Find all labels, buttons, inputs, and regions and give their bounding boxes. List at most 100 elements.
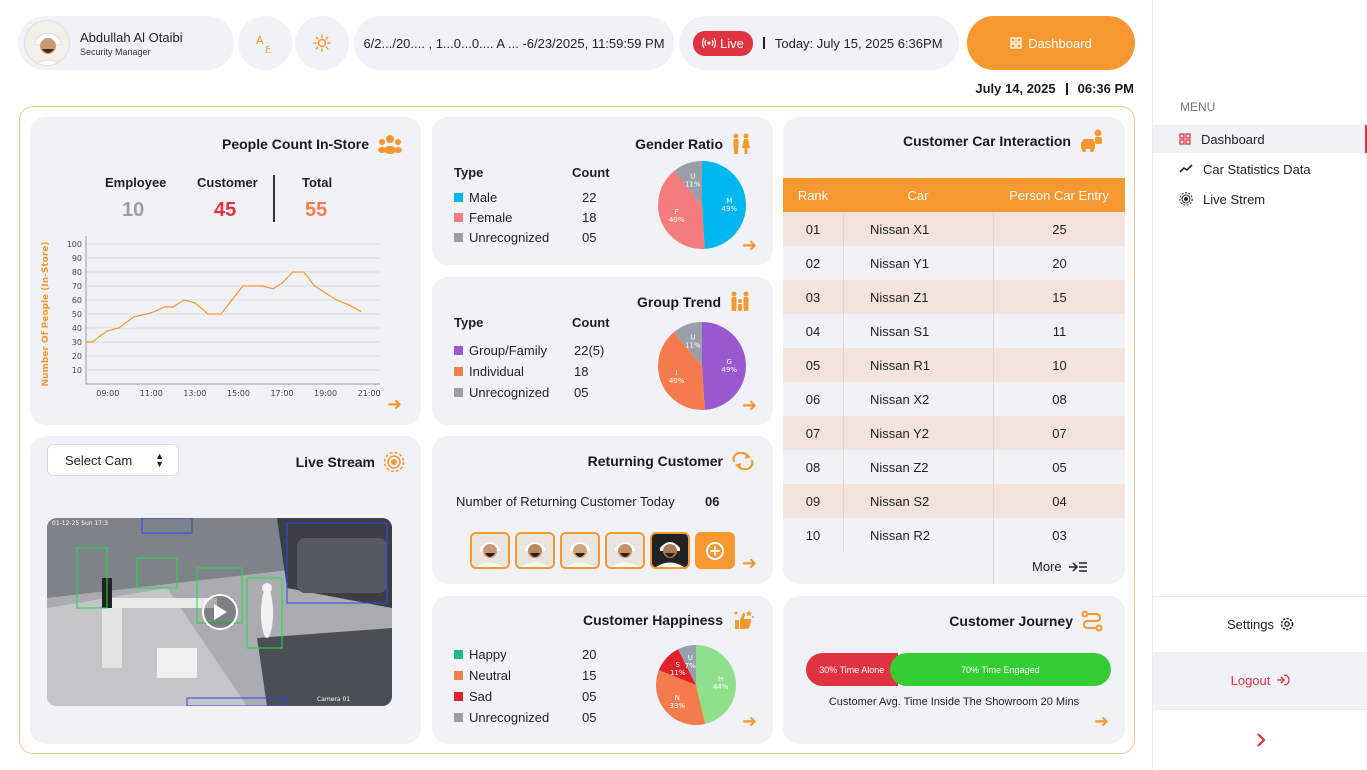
- table-row[interactable]: 08 Nissan Z2 05: [783, 450, 1125, 484]
- pie-slice[interactable]: [658, 171, 705, 249]
- group-trend-title: Group Trend: [637, 291, 751, 313]
- returning-customer-avatar[interactable]: [515, 532, 555, 569]
- table-row[interactable]: 01 Nissan X1 25: [783, 212, 1125, 246]
- pie-slice-percent: 44%: [713, 683, 729, 691]
- x-tick-label: 17:00: [270, 389, 293, 398]
- table-row[interactable]: 03 Nissan Z1 15: [783, 280, 1125, 314]
- pie-slice[interactable]: [673, 161, 702, 205]
- pie-slice[interactable]: [678, 645, 696, 685]
- data-point: [85, 341, 87, 343]
- live-status: Live Today: July 15, 2025 6:36PM: [679, 16, 959, 70]
- happiness-legend-row: Sad 05: [454, 689, 654, 704]
- camera-select[interactable]: Select Cam ▲ ▼: [47, 444, 179, 476]
- y-tick-label: 100: [67, 240, 82, 249]
- legend-label: Unrecognized: [469, 385, 550, 400]
- play-button[interactable]: [202, 594, 238, 630]
- returning-customer-avatar[interactable]: [560, 532, 600, 569]
- more-button[interactable]: More: [1032, 559, 1088, 574]
- sidebar-item-dashboard[interactable]: Dashboard: [1153, 125, 1367, 153]
- sidebar-item-live-stream[interactable]: Live Strem: [1153, 185, 1367, 213]
- camera-select-label: Select Cam: [65, 452, 133, 468]
- pie-slice[interactable]: [673, 322, 702, 366]
- x-tick-label: 21:00: [358, 389, 381, 398]
- data-point: [324, 292, 327, 294]
- happiness-legend-row: Happy 20: [454, 647, 654, 662]
- thumbs-up-icon: [734, 610, 754, 629]
- x-tick-label: 15:00: [227, 389, 250, 398]
- person-car-icon: [1081, 129, 1102, 152]
- car-cell: Nissan S1: [843, 314, 993, 348]
- user-profile[interactable]: Abdullah Al Otaibi Security Manager: [18, 16, 234, 70]
- settings-button[interactable]: Settings: [1153, 610, 1367, 638]
- pie-slice-letter: H: [718, 675, 723, 683]
- legend-count: 18: [574, 364, 589, 379]
- table-row[interactable]: 02 Nissan Y1 20: [783, 246, 1125, 280]
- table-row[interactable]: 07 Nissan Y2 07: [783, 416, 1125, 450]
- video-player[interactable]: 01-12-25 Sun 17:3 Camera 01: [47, 518, 392, 706]
- live-stream-title-text: Live Stream: [295, 454, 375, 470]
- rank-cell: 01: [805, 221, 821, 237]
- live-stream-title: Live Stream: [296, 451, 405, 473]
- entry-cell: 10: [993, 348, 1125, 382]
- legend-swatch: [454, 213, 463, 222]
- table-row[interactable]: 05 Nissan R1 10: [783, 348, 1125, 382]
- returning-customer-arrow-icon[interactable]: ➜: [742, 553, 758, 573]
- current-datetime: July 14, 2025 06:36 PM: [975, 81, 1134, 96]
- legend-swatch: [454, 346, 463, 355]
- gender-type-header: Type: [454, 165, 484, 180]
- video-overlay-camera: Camera 01: [317, 696, 350, 703]
- rank-cell: 05: [805, 357, 821, 373]
- pie-slice[interactable]: [656, 670, 706, 725]
- people-count-arrow-icon[interactable]: ➜: [387, 394, 403, 414]
- car-cell: Nissan Y2: [843, 416, 993, 450]
- car-interaction-title-text: Customer Car Interaction: [902, 133, 1071, 149]
- table-row[interactable]: 10 Nissan R2 03: [783, 518, 1125, 552]
- table-row[interactable]: 04 Nissan S1 11: [783, 314, 1125, 348]
- language-toggle[interactable]: A ع: [238, 16, 292, 70]
- dashboard-button[interactable]: Dashboard: [967, 16, 1135, 70]
- journey-avg-text: Customer Avg. Time Inside The Showroom 2…: [828, 696, 1080, 708]
- language-icon: A ع: [256, 34, 271, 53]
- group-trend-arrow-icon[interactable]: ➜: [742, 395, 758, 415]
- table-row[interactable]: 09 Nissan S2 04: [783, 484, 1125, 518]
- sidebar-item-car-statistics[interactable]: Car Statistics Data: [1153, 155, 1367, 183]
- group-trend-title-text: Group Trend: [637, 294, 721, 310]
- date-range-picker[interactable]: 6/2.../20.... , 1...0...0.... A ... -6/2…: [354, 16, 674, 70]
- pie-slice-letter: U: [688, 654, 693, 662]
- pie-slice[interactable]: [696, 645, 736, 724]
- returning-customer-avatar[interactable]: [650, 532, 690, 569]
- data-point: [346, 303, 349, 305]
- customer-happiness-arrow-icon[interactable]: ➜: [742, 711, 758, 731]
- pie-slice[interactable]: [702, 161, 747, 249]
- legend-label: Unrecognized: [469, 710, 550, 725]
- pie-slice[interactable]: [702, 322, 747, 410]
- group-count-header: Count: [572, 315, 610, 330]
- data-point: [91, 341, 94, 343]
- logout-button[interactable]: Logout: [1153, 666, 1367, 694]
- returning-customer-avatar[interactable]: [470, 532, 510, 569]
- add-customer-button[interactable]: [695, 532, 735, 569]
- group-legend-row: Group/Family 22(5): [454, 343, 654, 358]
- broadcast-icon: [702, 37, 716, 49]
- grid-icon: [1010, 37, 1022, 49]
- more-button-label: More: [1032, 559, 1062, 574]
- chevron-right-icon: [1256, 733, 1266, 747]
- pie-slice-percent: 11%: [685, 341, 701, 349]
- people-count-title: People Count In-Store: [222, 134, 403, 154]
- pie-slice[interactable]: [658, 332, 705, 410]
- gender-ratio-arrow-icon[interactable]: ➜: [742, 235, 758, 255]
- current-date: July 14, 2025: [975, 81, 1056, 96]
- customer-journey-arrow-icon[interactable]: ➜: [1094, 711, 1110, 731]
- entry-cell: 25: [993, 212, 1125, 246]
- data-point: [292, 271, 294, 273]
- theme-toggle[interactable]: [295, 16, 349, 70]
- column-header-entry: Person Car Entry: [1009, 187, 1109, 203]
- legend-count: 05: [582, 230, 597, 245]
- collapse-sidebar-button[interactable]: [1153, 726, 1367, 754]
- table-row[interactable]: 06 Nissan X2 08: [783, 382, 1125, 416]
- live-button[interactable]: Live: [693, 30, 753, 56]
- returning-customer-avatar[interactable]: [605, 532, 645, 569]
- entry-cell: 07: [993, 416, 1125, 450]
- menu-heading: MENU: [1180, 100, 1216, 114]
- pie-slice[interactable]: [658, 649, 696, 685]
